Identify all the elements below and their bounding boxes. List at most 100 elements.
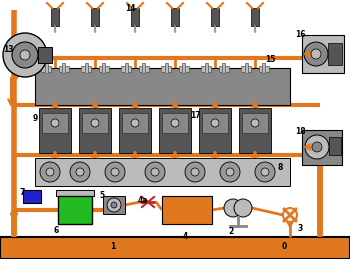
Text: 7: 7 — [19, 188, 24, 197]
Circle shape — [226, 168, 234, 176]
FancyBboxPatch shape — [119, 108, 151, 153]
Text: 0: 0 — [282, 242, 287, 251]
Circle shape — [304, 42, 328, 66]
FancyBboxPatch shape — [122, 113, 148, 133]
Circle shape — [131, 119, 139, 127]
FancyBboxPatch shape — [0, 237, 350, 259]
Circle shape — [70, 162, 90, 182]
FancyBboxPatch shape — [182, 63, 185, 73]
FancyBboxPatch shape — [41, 66, 51, 72]
FancyBboxPatch shape — [99, 66, 109, 72]
FancyBboxPatch shape — [125, 63, 128, 73]
FancyBboxPatch shape — [51, 8, 59, 26]
Text: 4: 4 — [183, 232, 188, 241]
FancyBboxPatch shape — [81, 66, 91, 72]
Circle shape — [151, 168, 159, 176]
FancyBboxPatch shape — [165, 63, 168, 73]
Circle shape — [251, 119, 259, 127]
Circle shape — [91, 119, 99, 127]
FancyBboxPatch shape — [219, 66, 229, 72]
FancyBboxPatch shape — [56, 190, 94, 196]
FancyBboxPatch shape — [39, 108, 71, 153]
Circle shape — [105, 162, 125, 182]
Circle shape — [261, 168, 269, 176]
FancyBboxPatch shape — [85, 63, 88, 73]
FancyBboxPatch shape — [162, 113, 188, 133]
FancyBboxPatch shape — [239, 108, 271, 153]
Circle shape — [312, 142, 322, 152]
Circle shape — [211, 119, 219, 127]
Circle shape — [107, 198, 121, 212]
Circle shape — [255, 162, 275, 182]
FancyBboxPatch shape — [121, 66, 131, 72]
FancyBboxPatch shape — [62, 63, 65, 73]
FancyBboxPatch shape — [35, 68, 290, 105]
Text: 17: 17 — [190, 111, 201, 120]
Text: 14: 14 — [125, 4, 135, 13]
Circle shape — [12, 42, 38, 68]
FancyBboxPatch shape — [201, 66, 211, 72]
FancyBboxPatch shape — [251, 8, 259, 26]
Text: 3: 3 — [298, 224, 303, 233]
FancyBboxPatch shape — [262, 63, 265, 73]
FancyBboxPatch shape — [242, 113, 268, 133]
FancyBboxPatch shape — [102, 63, 105, 73]
Text: 13: 13 — [3, 45, 14, 54]
Text: 4a: 4a — [138, 196, 148, 205]
Text: 1: 1 — [110, 242, 115, 251]
Text: 9: 9 — [33, 114, 38, 123]
FancyBboxPatch shape — [171, 8, 179, 26]
Circle shape — [46, 168, 54, 176]
Text: 15: 15 — [265, 55, 275, 64]
FancyBboxPatch shape — [302, 130, 342, 165]
FancyBboxPatch shape — [79, 108, 111, 153]
FancyBboxPatch shape — [202, 113, 228, 133]
Circle shape — [234, 199, 252, 217]
FancyBboxPatch shape — [328, 43, 342, 65]
FancyBboxPatch shape — [139, 66, 149, 72]
Circle shape — [224, 199, 242, 217]
FancyBboxPatch shape — [42, 113, 68, 133]
FancyBboxPatch shape — [329, 137, 341, 155]
FancyBboxPatch shape — [38, 47, 52, 63]
FancyBboxPatch shape — [59, 66, 69, 72]
Text: 5: 5 — [99, 191, 104, 200]
Circle shape — [171, 119, 179, 127]
FancyBboxPatch shape — [35, 158, 290, 186]
FancyBboxPatch shape — [199, 108, 231, 153]
FancyBboxPatch shape — [205, 63, 208, 73]
Circle shape — [305, 135, 329, 159]
FancyBboxPatch shape — [142, 63, 145, 73]
FancyBboxPatch shape — [259, 66, 269, 72]
Circle shape — [191, 168, 199, 176]
FancyBboxPatch shape — [162, 196, 212, 224]
Circle shape — [20, 50, 30, 60]
Circle shape — [40, 162, 60, 182]
FancyBboxPatch shape — [302, 35, 344, 73]
Text: 2: 2 — [228, 227, 233, 236]
Text: 6: 6 — [53, 226, 58, 235]
Circle shape — [111, 202, 117, 208]
FancyBboxPatch shape — [161, 66, 171, 72]
Circle shape — [51, 119, 59, 127]
Circle shape — [311, 49, 321, 59]
FancyBboxPatch shape — [179, 66, 189, 72]
Text: 16: 16 — [295, 30, 306, 39]
FancyBboxPatch shape — [103, 196, 125, 214]
Circle shape — [220, 162, 240, 182]
Circle shape — [76, 168, 84, 176]
Circle shape — [3, 33, 47, 77]
FancyBboxPatch shape — [245, 63, 248, 73]
FancyBboxPatch shape — [45, 63, 48, 73]
Text: 18: 18 — [295, 127, 306, 136]
FancyBboxPatch shape — [222, 63, 225, 73]
Circle shape — [145, 162, 165, 182]
FancyBboxPatch shape — [58, 196, 92, 224]
FancyBboxPatch shape — [211, 8, 219, 26]
Text: 8: 8 — [277, 163, 282, 172]
Circle shape — [111, 168, 119, 176]
FancyBboxPatch shape — [23, 190, 41, 203]
FancyBboxPatch shape — [241, 66, 251, 72]
Circle shape — [185, 162, 205, 182]
FancyBboxPatch shape — [131, 8, 139, 26]
